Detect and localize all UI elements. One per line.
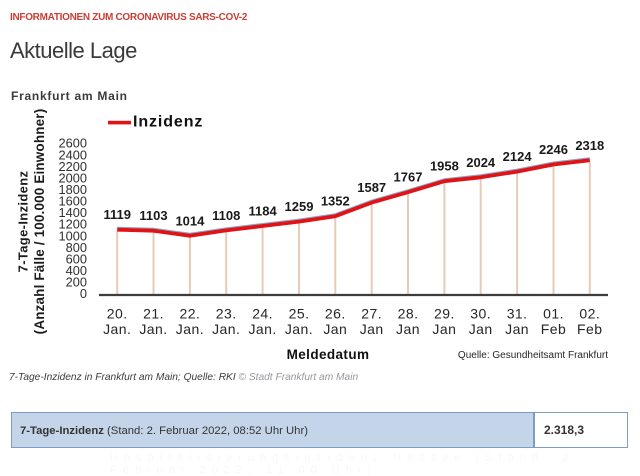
svg-text:2200: 2200 — [59, 159, 87, 174]
svg-text:2024: 2024 — [466, 155, 496, 170]
svg-text:1014: 1014 — [175, 213, 205, 228]
svg-text:29.: 29. — [434, 305, 455, 321]
svg-text:Jan: Jan — [396, 321, 420, 337]
svg-text:Inzidenz: Inzidenz — [133, 114, 203, 131]
svg-text:1400: 1400 — [59, 205, 87, 220]
svg-text:30.: 30. — [470, 305, 491, 321]
svg-text:Jan.: Jan. — [103, 321, 131, 337]
svg-text:02.: 02. — [579, 305, 600, 321]
svg-text:2124: 2124 — [503, 149, 533, 164]
svg-text:Jan: Jan — [323, 321, 347, 337]
svg-text:2000: 2000 — [59, 170, 87, 185]
svg-text:1259: 1259 — [285, 199, 314, 214]
svg-text:1108: 1108 — [212, 208, 240, 223]
svg-text:(Anzahl Fälle / 100.000 Einwoh: (Anzahl Fälle / 100.000 Einwohner) — [32, 109, 47, 335]
svg-text:2600: 2600 — [59, 136, 87, 151]
svg-text:22.: 22. — [179, 305, 200, 321]
svg-text:Jan: Jan — [469, 321, 493, 337]
svg-text:Meldedatum: Meldedatum — [287, 347, 370, 362]
svg-text:1103: 1103 — [139, 208, 167, 223]
svg-text:7-Tage-Inzidenz: 7-Tage-Inzidenz — [16, 170, 31, 272]
svg-text:Jan.: Jan. — [248, 321, 276, 337]
svg-text:Frankfurt am Main: Frankfurt am Main — [11, 89, 128, 103]
svg-text:1000: 1000 — [59, 228, 87, 243]
svg-text:21.: 21. — [143, 305, 164, 321]
svg-text:23.: 23. — [216, 305, 237, 321]
svg-text:1119: 1119 — [103, 207, 131, 222]
svg-text:1352: 1352 — [321, 194, 350, 209]
svg-text:Quelle: Gesundheitsamt Frankfu: Quelle: Gesundheitsamt Frankfurt — [458, 350, 608, 361]
svg-text:Feb: Feb — [541, 321, 566, 337]
svg-text:1600: 1600 — [59, 194, 87, 209]
svg-text:Feb: Feb — [577, 321, 602, 337]
svg-text:31.: 31. — [507, 305, 528, 321]
svg-text:600: 600 — [66, 252, 87, 267]
svg-text:Jan.: Jan. — [176, 321, 204, 337]
svg-text:01.: 01. — [543, 305, 564, 321]
svg-text:24.: 24. — [252, 305, 273, 321]
svg-text:20.: 20. — [107, 305, 128, 321]
svg-text:1184: 1184 — [248, 204, 277, 219]
svg-text:1800: 1800 — [59, 182, 87, 197]
svg-text:Jan: Jan — [505, 321, 529, 337]
svg-text:Jan.: Jan. — [212, 321, 240, 337]
svg-text:2318: 2318 — [575, 138, 604, 153]
svg-text:Jan: Jan — [432, 321, 456, 337]
svg-text:28.: 28. — [398, 305, 419, 321]
svg-text:Jan.: Jan. — [285, 321, 313, 337]
svg-text:27.: 27. — [361, 305, 382, 321]
svg-text:0: 0 — [80, 286, 87, 301]
svg-text:1958: 1958 — [430, 159, 459, 174]
svg-text:1767: 1767 — [394, 170, 423, 185]
svg-text:Jan: Jan — [360, 321, 384, 337]
svg-text:2400: 2400 — [59, 147, 87, 162]
svg-text:Jan.: Jan. — [139, 321, 167, 337]
svg-text:800: 800 — [66, 240, 87, 255]
svg-text:26.: 26. — [325, 305, 346, 321]
svg-text:200: 200 — [66, 275, 87, 290]
svg-text:25.: 25. — [289, 305, 310, 321]
svg-text:2246: 2246 — [539, 142, 568, 157]
svg-text:1200: 1200 — [59, 217, 87, 232]
svg-text:400: 400 — [66, 263, 87, 278]
svg-text:1587: 1587 — [357, 180, 386, 195]
